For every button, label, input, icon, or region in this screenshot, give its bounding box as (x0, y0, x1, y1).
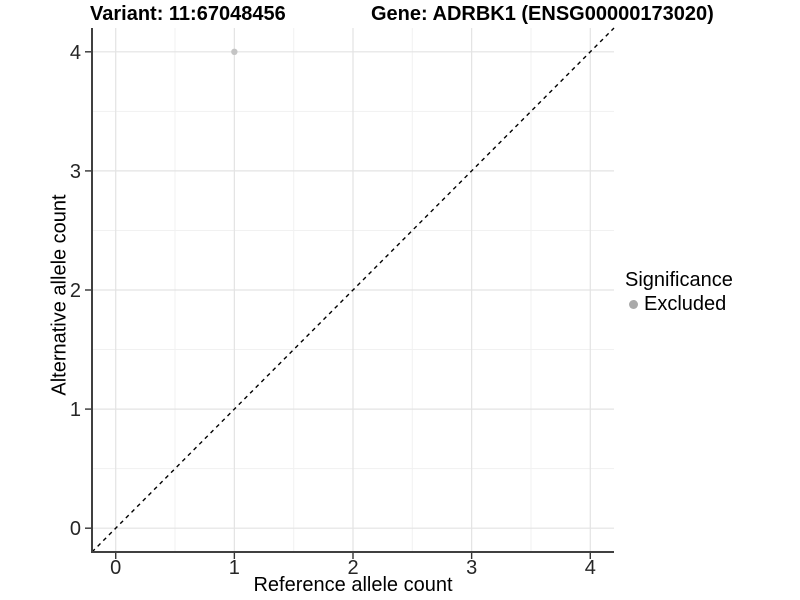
legend-item-label: Excluded (644, 293, 727, 315)
legend-title: Significance (625, 269, 733, 291)
gene-title: Gene: ADRBK1 (ENSG00000173020) (371, 3, 714, 25)
y-tick-label: 1 (70, 399, 81, 421)
x-tick-label: 0 (110, 557, 121, 579)
x-tick-label: 1 (229, 557, 240, 579)
identity-line (91, 27, 615, 553)
y-axis-title: Alternative allele count (48, 194, 71, 396)
legend: Significance Excluded (625, 268, 733, 316)
x-tick-label: 2 (347, 557, 358, 579)
variant-title: Variant: 11:67048456 (90, 3, 286, 25)
legend-item-excluded: Excluded (625, 293, 733, 316)
x-axis-title: Reference allele count (253, 574, 453, 596)
excluded-point-icon (629, 300, 638, 309)
y-tick-label: 0 (70, 518, 81, 540)
y-tick-label: 3 (70, 161, 81, 183)
x-tick-label: 4 (585, 557, 596, 579)
y-tick-label: 2 (70, 280, 81, 302)
y-tick-label: 4 (70, 42, 81, 64)
x-tick-label: 3 (466, 557, 477, 579)
data-point (231, 48, 238, 56)
